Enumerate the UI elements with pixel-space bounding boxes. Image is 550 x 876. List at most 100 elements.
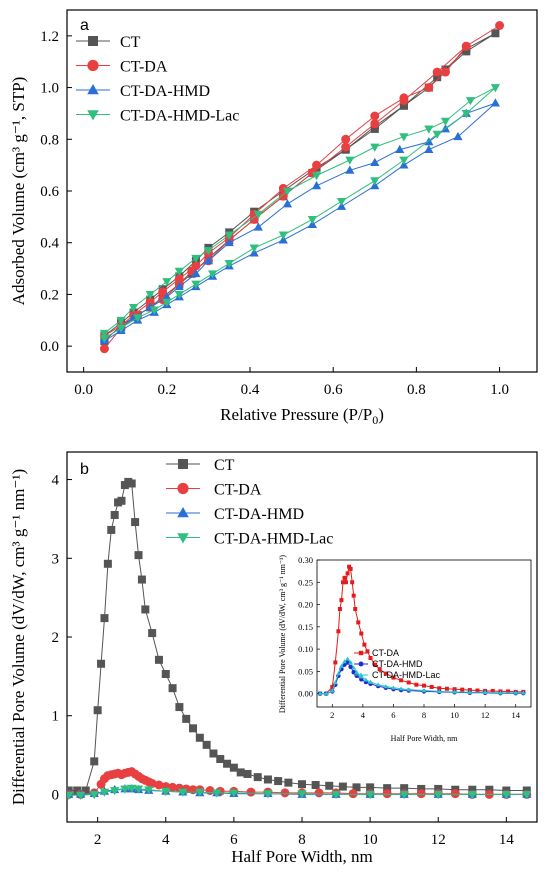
- inset-point-ct-da: [422, 683, 426, 688]
- panel-a-point-ct: [399, 101, 408, 110]
- panel-b-point-ct: [284, 778, 293, 787]
- panel-b-point-ct: [366, 783, 375, 792]
- panel-a-point-ct-da-hmd: [345, 165, 355, 174]
- panel-b-point-ct-da: [147, 778, 157, 788]
- inset-y-tick-label: 0.20: [298, 600, 313, 610]
- panel-a-point-ct-da-hmd-lac: [282, 187, 293, 196]
- panel-b-x-tick-label: 10: [363, 832, 378, 848]
- panel-b-point-ct: [110, 510, 119, 519]
- inset-point-ct-da: [365, 649, 370, 654]
- panel-a-x-tick-label: 0.6: [324, 382, 343, 398]
- panel-a-series-ct-da-hmd: [99, 98, 501, 345]
- panel-b-point-ct: [137, 575, 146, 584]
- panel-a-point-ct-da: [370, 119, 380, 129]
- panel-b-x-axis-label: Half Pore Width, nm: [231, 847, 373, 866]
- inset-y-tick-label: 0.25: [298, 577, 313, 587]
- inset-point-ct-da: [350, 580, 355, 585]
- inset-point-ct-da-hmd-lac: [317, 691, 323, 696]
- inset-point-ct-da: [377, 667, 382, 672]
- panel-a-point-ct-da-hmd-lac: [203, 247, 214, 256]
- panel-b-point-ct-da-hmd-lac: [399, 791, 409, 800]
- inset-point-ct-da: [344, 580, 349, 585]
- inset-point-ct-da-hmd-lac: [398, 686, 404, 691]
- panel-b-point-ct: [103, 559, 112, 568]
- panel-b-y-tick-label: 0: [52, 787, 60, 803]
- panel-b-point-ct: [154, 655, 163, 664]
- panel-a-y-tick-label: 0.4: [40, 236, 59, 252]
- panel-b-point-ct-da-hmd-lac: [76, 791, 86, 801]
- inset-point-ct-da-hmd-lac: [383, 684, 389, 689]
- inset-point-ct-da-hmd-lac: [351, 665, 356, 670]
- inset-point-ct-da-hmd-lac: [339, 663, 344, 668]
- panel-a-point-ct-da-hmd: [370, 157, 380, 166]
- panel-a-point-ct-da-hmd: [191, 268, 201, 278]
- panel-b-point-ct-da: [450, 789, 460, 799]
- panel-b-point-ct: [223, 759, 232, 768]
- panel-b-point-ct-da-hmd-lac: [161, 787, 171, 797]
- panel-b-point-ct: [73, 786, 82, 795]
- panel-a-point-ct-da-hmd: [203, 256, 214, 265]
- inset-point-ct-da-hmd-lac: [329, 688, 335, 693]
- panel-b-point-ct: [141, 605, 150, 614]
- inset-point-ct-da: [414, 682, 419, 687]
- panel-a-point-ct-da-hmd-lac: [149, 306, 159, 315]
- inset-point-ct-da: [359, 631, 364, 636]
- panel-a-point-ct-da-hmd: [253, 222, 263, 231]
- inset-point-ct-da: [362, 642, 367, 647]
- panel-a-y-tick-label: 1.2: [40, 29, 59, 45]
- inset-point-ct-da-hmd-lac: [348, 660, 353, 665]
- panel-b-point-ct: [168, 684, 177, 693]
- panel-a-legend-label-ct-da: CT-DA: [120, 59, 168, 76]
- panel-b-point-ct-da: [348, 789, 358, 799]
- panel-a-point-ct: [491, 29, 500, 38]
- panel-a-point-ct-da-hmd-lac: [399, 156, 409, 165]
- inset-legend-label-ct-da: CT-DA: [372, 648, 399, 658]
- inset-y-tick-label: 0.15: [298, 622, 313, 632]
- inset-point-ct-da-hmd-lac: [391, 685, 396, 690]
- panel-b-point-ct: [127, 479, 136, 488]
- panel-b-y-tick-label: 2: [52, 630, 60, 646]
- panel-b-point-ct: [485, 785, 494, 794]
- panel-b-legend-marker-ct-da-hmd: [177, 507, 189, 518]
- panel-b-x-tick-label: 8: [298, 832, 306, 848]
- panel-a-point-ct-da-hmd-lac: [133, 314, 143, 323]
- inset-point-ct-da: [353, 607, 358, 611]
- panel-b-point-ct: [311, 781, 320, 789]
- inset-point-ct-da: [333, 660, 338, 665]
- inset-point-ct-da-hmd-lac: [452, 689, 457, 694]
- inset-point-ct-da-hmd-lac: [375, 682, 381, 687]
- panel-a-point-ct-da-hmd-lac: [116, 316, 126, 326]
- panel-b-point-ct: [298, 780, 306, 789]
- inset-point-ct-da: [340, 580, 345, 585]
- panel-b-x-tick-label: 14: [499, 832, 515, 848]
- panel-a-point-ct-da-hmd: [224, 237, 234, 247]
- inset-point-ct-da: [373, 662, 378, 667]
- inset-y-axis-label: Differential Pore Volume (dV/dW, cm³ g⁻¹…: [278, 555, 287, 714]
- inset-point-ct-da: [351, 593, 356, 598]
- panel-a-x-axis-label: Relative Pressure (P/P0): [220, 405, 384, 427]
- panel-b-point-ct: [148, 629, 157, 638]
- panel-b-point-ct: [253, 773, 262, 782]
- panel-b-point-ct: [383, 784, 392, 793]
- inset-point-ct-da: [452, 687, 457, 692]
- inset-point-ct-da: [330, 684, 335, 689]
- panel-b-point-ct: [229, 763, 238, 772]
- panel-b-point-ct-da-hmd-lac: [229, 789, 239, 798]
- panel-a-point-ct-da-hmd-lac: [224, 231, 234, 240]
- inset-point-ct-da: [399, 678, 404, 683]
- panel-a-point-ct-da-hmd-lac: [174, 291, 184, 300]
- panel-b-point-ct-da-hmd-lac: [365, 791, 375, 800]
- inset-legend-marker-ct-da: [358, 650, 364, 656]
- inset-point-ct-da-hmd-lac: [467, 689, 473, 694]
- panel-b-point-ct: [107, 525, 116, 534]
- panel-a-point-ct-da-hmd-lac: [432, 130, 442, 139]
- panel-b-point-ct: [325, 781, 334, 790]
- panel-a: a 0.0 0.2 0.4 0.6 0.8 1.0 0.0 0.2 0.4 0.6 0.8 1.0 1…: [9, 9, 538, 427]
- inset-x-tick-label: 10: [450, 710, 459, 720]
- panel-a-point-ct-da: [145, 297, 155, 307]
- panel-a-tag: a: [80, 17, 89, 34]
- panel-b-point-ct: [202, 740, 211, 749]
- panel-a-point-ct-da: [399, 93, 409, 103]
- inset-point-ct-da: [475, 688, 480, 693]
- inset-point-ct-da-hmd-lac: [406, 687, 412, 692]
